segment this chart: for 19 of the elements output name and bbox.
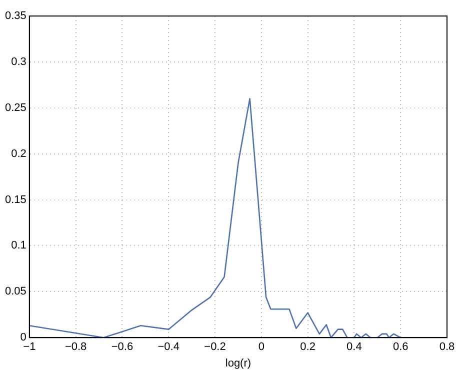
x-axis-title: log(r) <box>225 357 252 370</box>
x-tick-label: −0.2 <box>204 341 226 354</box>
x-tick-label: 0 <box>258 341 264 354</box>
x-tick-label: 0.2 <box>300 341 316 354</box>
y-tick-label: 0.25 <box>4 102 26 114</box>
y-tick-label: 0.2 <box>11 148 26 160</box>
x-tick-label: 0.6 <box>392 341 408 354</box>
x-tick-label: −0.6 <box>111 341 134 354</box>
x-tick-label: 0.8 <box>439 341 455 354</box>
y-tick-label: 0 <box>20 332 26 344</box>
y-tick-label: 0.1 <box>11 240 26 252</box>
x-tick-label: −0.4 <box>158 341 180 354</box>
x-tick-label: 0.4 <box>346 341 362 354</box>
y-tick-label: 0.15 <box>4 194 26 206</box>
x-tick-label: −1 <box>23 341 36 354</box>
y-tick-label: 0.05 <box>4 286 26 298</box>
y-tick-label: 0.35 <box>4 10 26 22</box>
x-tick-label: −0.8 <box>64 341 87 354</box>
y-tick-label: 0.3 <box>11 56 26 68</box>
